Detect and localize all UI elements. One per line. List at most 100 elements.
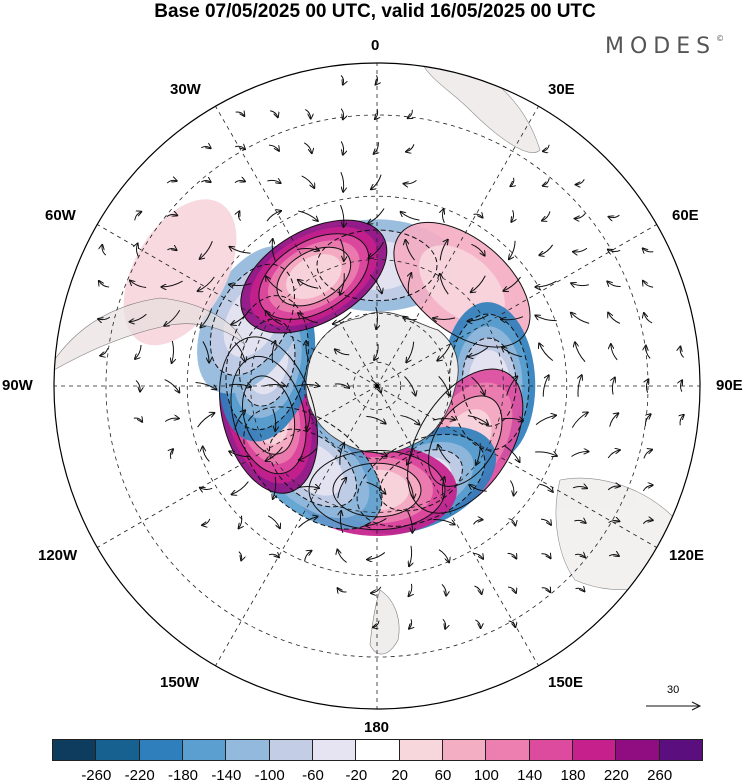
wind-vector: [406, 144, 415, 151]
wind-vector: [406, 341, 415, 363]
wind-vector: [473, 520, 483, 525]
wind-vector: [575, 342, 586, 363]
wind-vector: [409, 545, 412, 566]
wind-vector: [298, 517, 317, 528]
colorbar-swatch: [398, 739, 443, 761]
wind-vector: [509, 240, 516, 259]
wind-vector: [507, 586, 516, 593]
wind-vector: [404, 179, 417, 184]
wind-vector: [643, 248, 654, 252]
wind-vector: [467, 314, 489, 321]
wind-vector: [574, 520, 585, 523]
wind-vector: [571, 283, 589, 285]
wind-vector: [376, 306, 378, 329]
wind-vector: [407, 511, 413, 532]
lon-label-0: 0: [371, 37, 380, 54]
wind-vector: [643, 450, 652, 459]
wind-vector: [438, 376, 450, 395]
colorbar-tick-label: -220: [124, 767, 155, 784]
wind-vector: [296, 248, 319, 250]
colorbar-swatch: [268, 739, 313, 761]
wind-vector: [340, 204, 343, 227]
wind-vector: [571, 412, 587, 428]
contour-line: [219, 336, 319, 494]
wind-vector: [197, 413, 215, 428]
wind-vector: [502, 347, 523, 358]
wind-vector: [432, 418, 455, 420]
wind-vector: [539, 483, 553, 492]
wind-vector: [340, 141, 343, 154]
wind-vector: [164, 418, 179, 422]
wind-vector: [270, 110, 278, 117]
wind-vector: [306, 409, 310, 431]
wind-vector: [200, 308, 213, 328]
wind-vector: [272, 408, 276, 431]
wind-vector: [262, 384, 285, 386]
wind-vector: [231, 311, 250, 324]
wind-vector: [401, 212, 420, 221]
wind-vector: [374, 343, 378, 360]
wind-vector: [367, 552, 386, 559]
wind-vector: [335, 349, 350, 356]
colorbar-swatch: [311, 739, 357, 761]
wind-vector: [608, 250, 621, 252]
colorbar-swatch: [138, 739, 183, 761]
wind-vector: [232, 481, 249, 495]
contour-line: [243, 406, 383, 530]
wind-vector: [680, 380, 682, 392]
lon-label-180: 180: [364, 719, 390, 736]
wind-vector: [202, 518, 211, 525]
wind-vector: [202, 341, 209, 362]
wind-vector: [644, 313, 653, 324]
lon-label-30w: 30W: [170, 81, 201, 98]
wind-vector: [406, 477, 413, 499]
antarctica-land: [305, 311, 459, 454]
wind-vector: [404, 376, 415, 395]
wind-vector: [609, 413, 619, 427]
wind-vector: [642, 520, 653, 525]
wind-vector: [200, 240, 213, 259]
wind-vector: [229, 284, 252, 286]
contour-line: [356, 433, 486, 527]
wind-vector: [611, 344, 618, 361]
colorbar-tick-label: -20: [345, 767, 368, 784]
contour-line: [332, 462, 422, 518]
wind-vector: [440, 274, 449, 295]
wind-vector: [433, 318, 456, 320]
wind-vector: [266, 211, 281, 222]
wind-vector: [471, 275, 486, 293]
colorbar-tick-label: -260: [81, 767, 112, 784]
wind-vector: [200, 488, 213, 490]
colorbar-swatch: [225, 739, 270, 761]
contour-line: [276, 246, 352, 307]
wind-vector: [340, 273, 345, 295]
colorbar-swatch: [355, 739, 400, 761]
wind-vector: [535, 280, 557, 287]
wind-vector: [608, 554, 619, 556]
wind-vector: [136, 243, 138, 257]
wind-vector: [471, 243, 484, 255]
wind-vector: [438, 445, 451, 464]
wind-vector: [467, 415, 488, 425]
graticule: [54, 63, 700, 709]
wind-vector: [365, 451, 387, 456]
wind-vector: [338, 588, 347, 592]
wind-vector: [134, 212, 142, 221]
colorbar-tick-label: -140: [211, 767, 242, 784]
latitude-circle: [105, 114, 649, 658]
wind-vector: [170, 449, 173, 460]
wind-vector: [438, 549, 449, 563]
wind-vector: [238, 551, 242, 561]
contour-line: [225, 295, 309, 431]
reference-vector-label: 30: [667, 684, 680, 696]
wind-vector: [439, 240, 448, 261]
colorbar-swatch: [441, 739, 487, 761]
wind-vector: [337, 478, 346, 499]
wind-vector: [468, 346, 489, 357]
wind-vector: [543, 144, 550, 151]
wind-vector: [541, 588, 550, 592]
wind-vector: [98, 316, 111, 319]
wind-vector: [164, 379, 180, 393]
colorbar-tick-label: 140: [517, 767, 543, 784]
